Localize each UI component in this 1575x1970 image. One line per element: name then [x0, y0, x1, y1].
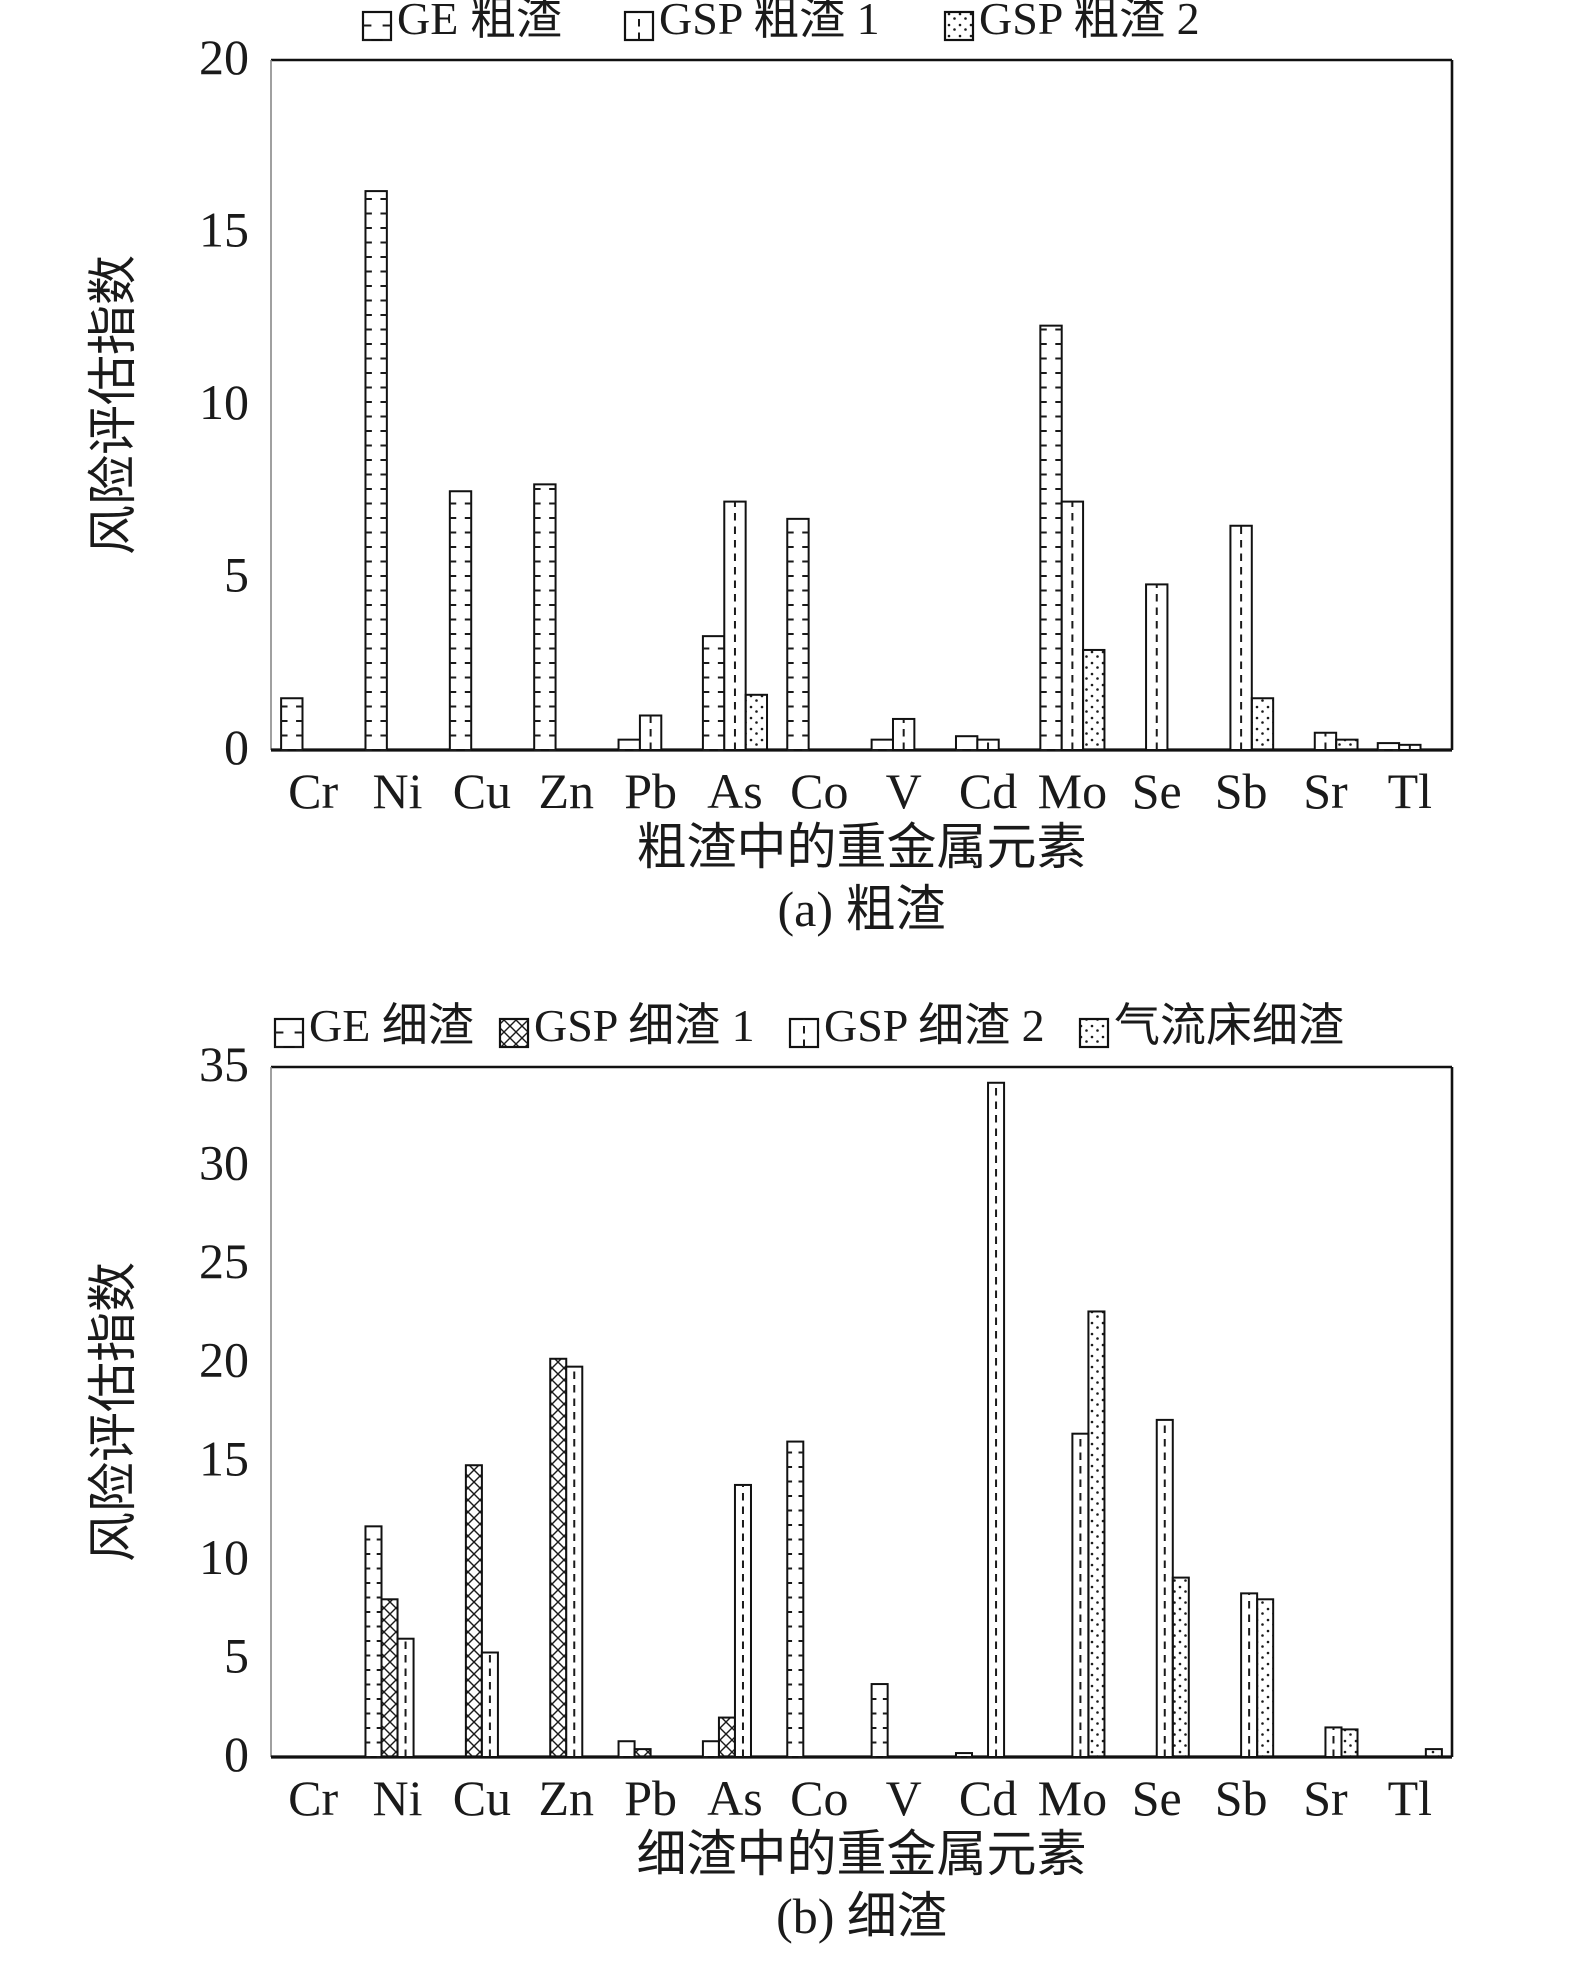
svg-text:Ni: Ni: [373, 763, 423, 819]
svg-text:20: 20: [199, 1332, 249, 1388]
svg-text:Cr: Cr: [288, 763, 338, 819]
svg-text:15: 15: [199, 202, 249, 258]
svg-text:细渣中的重金属元素: 细渣中的重金属元素: [637, 1826, 1087, 1882]
svg-text:GE 细渣: GE 细渣: [309, 1000, 474, 1051]
svg-text:0: 0: [224, 1726, 249, 1782]
svg-text:V: V: [886, 763, 922, 819]
svg-text:Sr: Sr: [1303, 1770, 1348, 1826]
svg-text:0: 0: [224, 719, 249, 775]
svg-text:5: 5: [224, 547, 249, 603]
svg-text:GSP 细渣 1: GSP 细渣 1: [534, 1000, 755, 1051]
svg-text:As: As: [707, 763, 763, 819]
svg-text:Sb: Sb: [1215, 763, 1268, 819]
svg-text:Mo: Mo: [1038, 763, 1107, 819]
svg-text:(a) 粗渣: (a) 粗渣: [778, 881, 946, 937]
svg-text:Tl: Tl: [1388, 763, 1432, 819]
svg-text:Co: Co: [790, 1770, 848, 1826]
svg-text:粗渣中的重金属元素: 粗渣中的重金属元素: [637, 819, 1087, 875]
svg-text:GSP 细渣 2: GSP 细渣 2: [824, 1000, 1045, 1051]
svg-text:V: V: [886, 1770, 922, 1826]
svg-text:Se: Se: [1132, 763, 1182, 819]
svg-text:Ni: Ni: [373, 1770, 423, 1826]
svg-text:20: 20: [199, 29, 249, 85]
svg-text:Pb: Pb: [624, 1770, 677, 1826]
svg-text:Sb: Sb: [1215, 1770, 1268, 1826]
svg-text:GSP 粗渣 2: GSP 粗渣 2: [979, 0, 1200, 44]
svg-text:5: 5: [224, 1627, 249, 1683]
svg-text:Mo: Mo: [1038, 1770, 1107, 1826]
svg-text:GE 粗渣: GE 粗渣: [397, 0, 562, 44]
svg-text:Cu: Cu: [453, 763, 511, 819]
svg-text:气流床细渣: 气流床细渣: [1114, 1000, 1344, 1051]
svg-text:Se: Se: [1132, 1770, 1182, 1826]
svg-text:Cd: Cd: [959, 763, 1017, 819]
svg-text:(b) 细渣: (b) 细渣: [776, 1888, 947, 1944]
svg-text:As: As: [707, 1770, 763, 1826]
svg-text:风险评估指数: 风险评估指数: [85, 1262, 141, 1562]
svg-text:15: 15: [199, 1430, 249, 1486]
svg-text:风险评估指数: 风险评估指数: [85, 255, 141, 555]
svg-text:Cr: Cr: [288, 1770, 338, 1826]
svg-text:35: 35: [199, 1036, 249, 1092]
svg-text:Cu: Cu: [453, 1770, 511, 1826]
svg-text:GSP 粗渣 1: GSP 粗渣 1: [659, 0, 880, 44]
svg-text:Sr: Sr: [1303, 763, 1348, 819]
svg-text:Co: Co: [790, 763, 848, 819]
svg-text:Tl: Tl: [1388, 1770, 1432, 1826]
svg-text:10: 10: [199, 1529, 249, 1585]
svg-text:30: 30: [199, 1135, 249, 1191]
svg-text:25: 25: [199, 1233, 249, 1289]
svg-text:Zn: Zn: [538, 763, 594, 819]
svg-text:Cd: Cd: [959, 1770, 1017, 1826]
svg-text:Zn: Zn: [538, 1770, 594, 1826]
svg-text:10: 10: [199, 374, 249, 430]
svg-text:Pb: Pb: [624, 763, 677, 819]
